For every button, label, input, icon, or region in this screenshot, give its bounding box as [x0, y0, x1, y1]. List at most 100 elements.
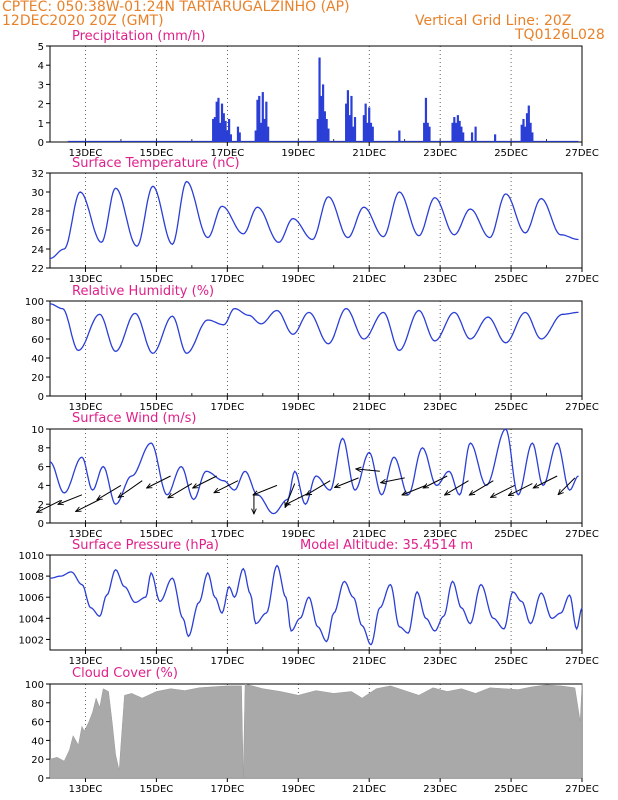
- precip-bar: [215, 101, 218, 142]
- precip-bar: [524, 126, 527, 142]
- precip-bar: [220, 103, 224, 142]
- precip-bar: [398, 130, 401, 142]
- precip-bar: [371, 126, 374, 142]
- precip-bar: [368, 107, 371, 142]
- cloud-title: Cloud Cover (%): [72, 666, 178, 681]
- wind-xtick-label: 13DEC: [69, 529, 103, 540]
- precip-bar: [350, 95, 353, 142]
- precip-bar: [261, 92, 264, 142]
- temp-ytick-label: 24: [31, 245, 44, 256]
- cloud-ytick-label: 60: [31, 718, 44, 729]
- precip-title: Precipitation (mm/h): [72, 29, 205, 44]
- wind-vector: [58, 494, 83, 505]
- precip-bar: [460, 126, 463, 142]
- temp-xtick-label: 23DEC: [423, 274, 457, 285]
- rh-xtick-label: 25DEC: [494, 402, 528, 413]
- precip-bar: [423, 122, 426, 142]
- precip-bar: [212, 118, 215, 142]
- precip-bar: [525, 113, 529, 142]
- wind-vector: [381, 477, 405, 483]
- precip-bar: [219, 122, 222, 142]
- temp-xtick-label: 13DEC: [69, 274, 103, 285]
- wind-xtick-label: 17DEC: [210, 529, 244, 540]
- precip-bar: [267, 126, 270, 142]
- cloud-xtick-label: 13DEC: [69, 784, 103, 795]
- precip-bar: [520, 124, 523, 142]
- rh-ytick-label: 80: [31, 316, 44, 327]
- wind-vector: [118, 480, 143, 498]
- cloud-ytick-label: 40: [31, 736, 44, 747]
- temp-ytick-label: 26: [31, 226, 44, 237]
- precip-ytick-label: 5: [38, 42, 44, 53]
- precip-bar: [323, 111, 326, 142]
- wind-ytick-label: 10: [31, 425, 44, 436]
- wind-ytick-label: 0: [38, 519, 44, 530]
- pres-ytick-label: 1004: [19, 614, 44, 625]
- wind-xtick-label: 25DEC: [494, 529, 528, 540]
- precip-xtick-label: 15DEC: [140, 148, 174, 159]
- wind-vector: [356, 469, 380, 471]
- precip-bar: [458, 120, 461, 142]
- wind-vector: [469, 480, 494, 495]
- wind-ytick-label: 4: [38, 481, 44, 492]
- wind-vector: [445, 480, 469, 495]
- rh-ytick-label: 100: [25, 297, 44, 308]
- wind-vector: [491, 484, 515, 497]
- temp-series-line: [49, 180, 579, 260]
- precip-xtick-label: 23DEC: [423, 148, 457, 159]
- wind-vector: [147, 475, 171, 488]
- precip-bar: [263, 118, 266, 142]
- precip-bar: [353, 117, 357, 142]
- wind-xtick-label: 15DEC: [140, 529, 174, 540]
- temp-ytick-label: 28: [31, 207, 44, 218]
- precip-bar: [352, 126, 355, 142]
- rh-series-line: [49, 303, 579, 355]
- rh-ytick-label: 0: [38, 392, 44, 403]
- precip-bar: [474, 126, 477, 142]
- precip-xtick-label: 25DEC: [494, 148, 528, 159]
- precip-bar: [451, 122, 454, 142]
- precip-bar: [366, 122, 369, 142]
- precip-bar: [345, 103, 348, 142]
- wind-xtick-label: 19DEC: [281, 529, 315, 540]
- cloud-xtick-label: 25DEC: [494, 784, 528, 795]
- rh-ytick-label: 40: [31, 354, 44, 365]
- wind-vector: [193, 475, 217, 488]
- pres-xtick-label: 27DEC: [565, 656, 599, 667]
- rh-xtick-label: 15DEC: [140, 402, 174, 413]
- precip-bar: [222, 113, 225, 142]
- pres-ytick-label: 1010: [19, 551, 44, 562]
- rh-xtick-label: 17DEC: [210, 402, 244, 413]
- precip-bar: [529, 122, 532, 142]
- precip-bar: [522, 118, 525, 142]
- precip-bar: [454, 122, 458, 142]
- precip-bar: [213, 117, 217, 142]
- precip-bar: [229, 134, 232, 142]
- rh-frame: [49, 300, 583, 397]
- precip-ytick-label: 2: [38, 100, 44, 111]
- pres-ytick-label: 1006: [19, 593, 44, 604]
- temp-xtick-label: 15DEC: [140, 274, 174, 285]
- temp-xtick-label: 25DEC: [494, 274, 528, 285]
- precip-frame: [49, 45, 583, 143]
- precip-bar: [316, 118, 319, 142]
- precip-bar: [318, 57, 321, 142]
- temp-frame: [49, 172, 583, 269]
- wind-vector: [253, 484, 278, 495]
- header-station: CPTEC: 050:38W-01:24N TARTARUGALZINHO (A…: [2, 0, 350, 15]
- wind-vector: [214, 480, 239, 493]
- wind-vector: [558, 477, 576, 495]
- wind-xtick-label: 27DEC: [565, 529, 599, 540]
- wind-vector: [306, 480, 331, 495]
- precip-xtick-label: 27DEC: [565, 148, 599, 159]
- header: CPTEC: 050:38W-01:24N TARTARUGALZINHO (A…: [0, 0, 618, 45]
- temp-xtick-label: 27DEC: [565, 274, 599, 285]
- wind-vector: [168, 483, 193, 498]
- precip-bar: [494, 134, 497, 142]
- pres-xtick-label: 13DEC: [69, 656, 103, 667]
- wind-frame: [49, 428, 583, 524]
- precip-xtick-label: 17DEC: [210, 148, 244, 159]
- cloud-ytick-label: 20: [31, 755, 44, 766]
- precip-bar: [424, 97, 428, 142]
- precip-bar: [428, 126, 431, 142]
